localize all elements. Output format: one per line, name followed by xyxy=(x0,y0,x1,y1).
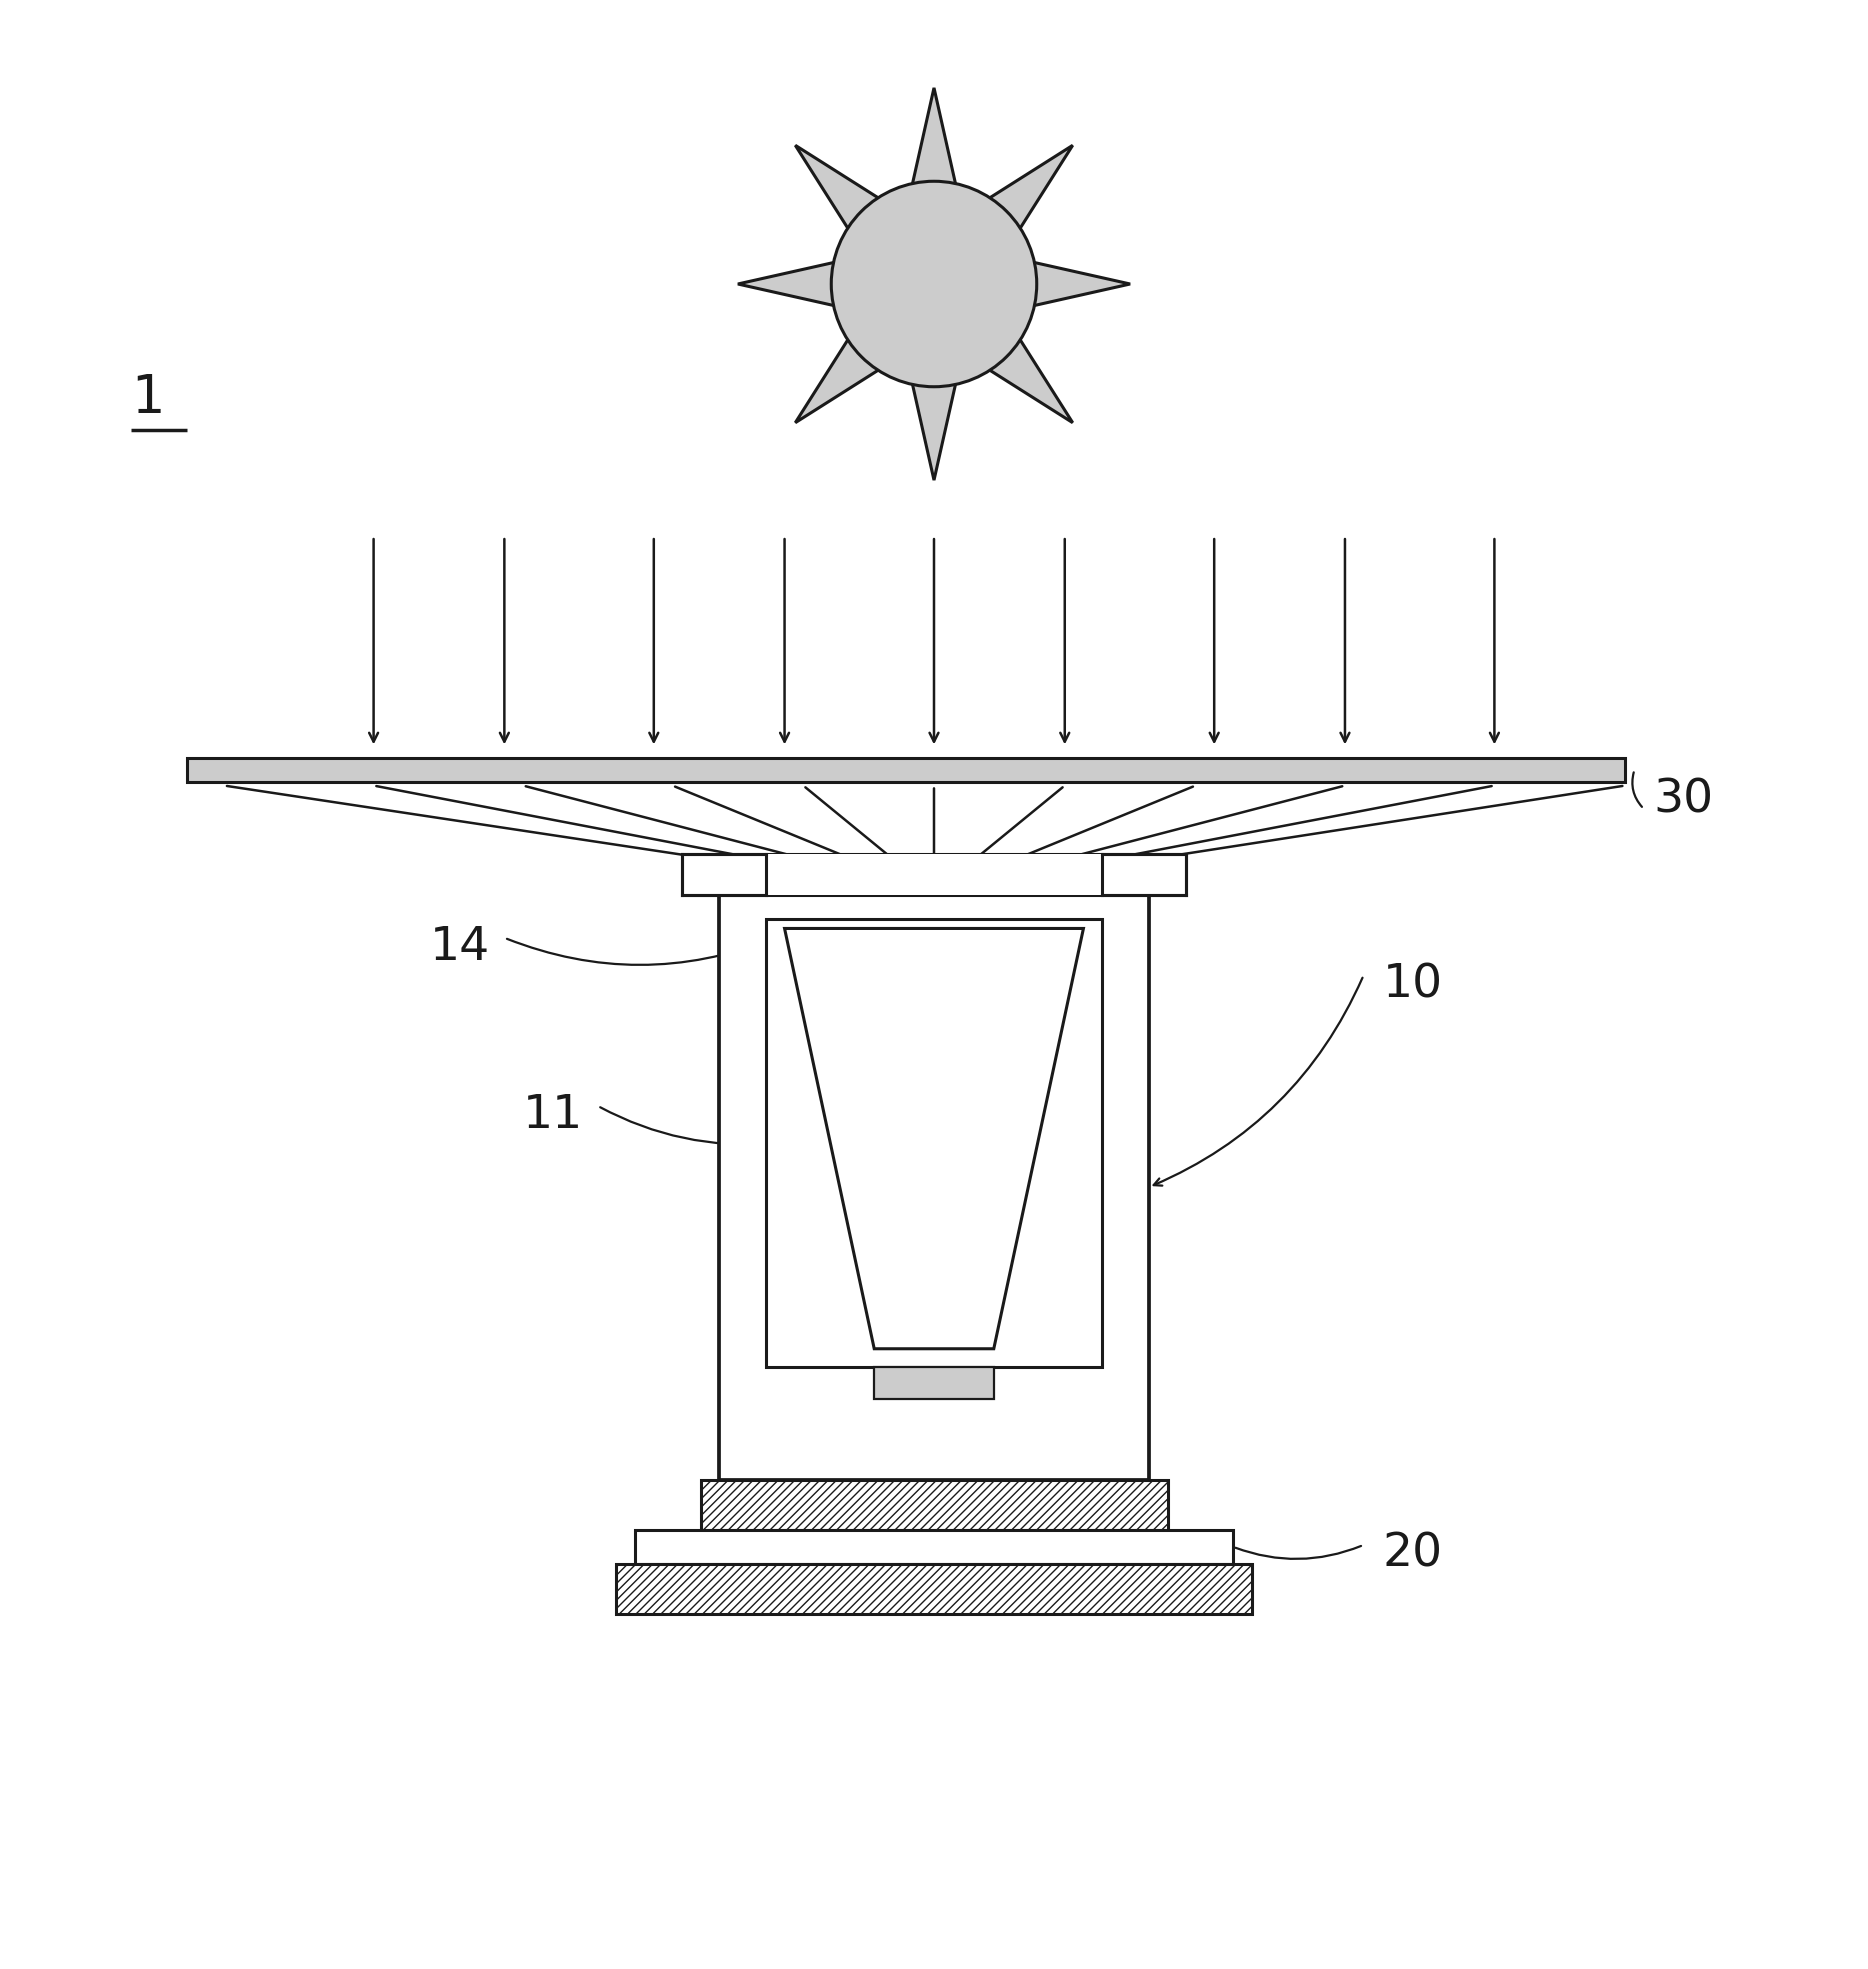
Bar xyxy=(700,1479,1168,1530)
Bar xyxy=(616,1563,1252,1615)
Polygon shape xyxy=(785,929,1083,1349)
Circle shape xyxy=(831,181,1037,386)
Bar xyxy=(682,855,1186,894)
Polygon shape xyxy=(796,146,880,230)
Polygon shape xyxy=(1033,262,1130,305)
Text: 20: 20 xyxy=(1382,1532,1442,1577)
Polygon shape xyxy=(912,89,956,185)
Bar xyxy=(635,1530,1233,1563)
Bar xyxy=(874,1366,994,1400)
Polygon shape xyxy=(738,262,835,305)
Text: 30: 30 xyxy=(1653,778,1713,823)
Polygon shape xyxy=(796,339,880,423)
Bar xyxy=(719,894,1149,1479)
Bar xyxy=(766,855,1102,894)
Bar xyxy=(187,758,1625,782)
Text: 11: 11 xyxy=(523,1093,583,1138)
Polygon shape xyxy=(912,382,956,480)
Text: 14: 14 xyxy=(430,925,489,969)
Text: 10: 10 xyxy=(1382,963,1442,1006)
Bar xyxy=(766,920,1102,1366)
Polygon shape xyxy=(988,146,1072,230)
Text: 1: 1 xyxy=(131,372,164,423)
Polygon shape xyxy=(988,339,1072,423)
